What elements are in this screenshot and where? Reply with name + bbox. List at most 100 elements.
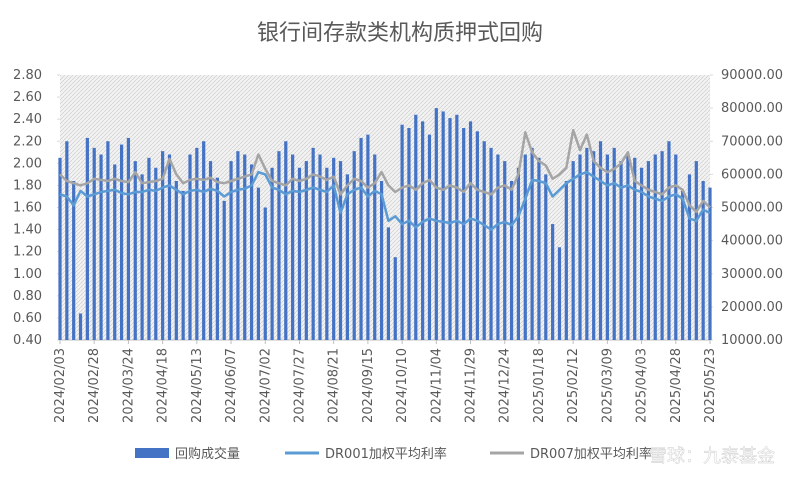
bar: [633, 157, 637, 340]
bar: [304, 161, 308, 340]
bar: [263, 207, 267, 340]
bar: [407, 128, 411, 340]
bar: [379, 181, 384, 340]
bar: [277, 151, 281, 340]
bar: [154, 167, 158, 340]
bar: [161, 151, 165, 340]
x-tick-label: 2024/04/18: [156, 348, 171, 423]
bar: [119, 144, 124, 340]
y-tick-label: 1.60: [13, 201, 42, 216]
y2-tick-label: 20000.00: [721, 300, 783, 315]
bar: [681, 190, 685, 340]
x-tick-label: 2025/01/18: [532, 348, 547, 423]
bar: [174, 181, 178, 340]
bar: [256, 187, 261, 340]
y-tick-label: 2.20: [13, 134, 42, 149]
bar: [455, 114, 459, 340]
x-tick-label: 2024/06/07: [224, 348, 239, 423]
bar: [297, 167, 302, 340]
bar: [571, 161, 575, 340]
bar: [72, 181, 76, 340]
bar: [195, 147, 199, 340]
x-tick-label: 2024/11/04: [429, 348, 444, 423]
x-tick-label: 2024/12/24: [498, 348, 513, 423]
bar: [537, 157, 541, 340]
bar: [99, 154, 103, 340]
bar: [126, 137, 131, 340]
x-tick-label: 2025/05/23: [703, 348, 718, 423]
bar: [386, 227, 391, 340]
bar: [646, 161, 651, 340]
y2-tick-label: 40000.00: [721, 234, 783, 249]
y2-tick-label: 60000.00: [721, 167, 783, 182]
bar: [619, 161, 623, 340]
bar: [694, 161, 698, 340]
bar: [421, 121, 425, 340]
bar: [291, 154, 295, 340]
bar: [208, 161, 213, 340]
bar: [338, 161, 343, 340]
bar: [373, 154, 377, 340]
bar: [311, 147, 315, 340]
bar: [147, 157, 151, 340]
bar: [496, 154, 500, 340]
bar: [236, 151, 240, 340]
bar: [448, 118, 452, 340]
line: [59, 128, 711, 214]
y2-tick-label: 10000.00: [721, 333, 783, 348]
bar: [85, 137, 89, 340]
y2-tick-label: 30000.00: [721, 267, 783, 282]
bar: [612, 147, 616, 340]
bar: [181, 190, 185, 340]
bar: [441, 111, 445, 340]
y-tick-label: 2.80: [13, 68, 42, 83]
y2-tick-label: 50000.00: [721, 201, 783, 216]
bar: [345, 174, 349, 340]
bar: [475, 131, 479, 340]
bar: [427, 134, 432, 340]
bar: [78, 313, 83, 340]
bar: [509, 181, 514, 340]
bar: [482, 141, 486, 340]
bar: [489, 147, 493, 340]
x-tick-label: 2025/03/09: [600, 348, 615, 423]
bar: [249, 164, 254, 340]
x-tick-label: 2025/04/28: [669, 348, 684, 423]
bar: [708, 187, 712, 340]
bar: [65, 141, 69, 340]
x-tick-label: 2024/08/21: [327, 348, 342, 423]
y2-tick-label: 70000.00: [721, 134, 783, 149]
bar: [167, 154, 172, 340]
bar: [544, 174, 548, 340]
bar: [270, 167, 274, 340]
bar: [202, 141, 206, 340]
bar: [503, 161, 507, 340]
y-tick-label: 1.20: [13, 245, 42, 260]
bar: [434, 108, 438, 340]
x-tick-label: 2024/03/24: [121, 348, 136, 423]
x-tick-label: 2024/07/27: [292, 348, 307, 423]
bar: [557, 247, 562, 340]
y-tick-label: 2.40: [13, 112, 42, 127]
y-tick-label: 1.00: [13, 267, 42, 282]
y-tick-label: 2.60: [13, 90, 42, 105]
x-tick-label: 2024/10/10: [395, 348, 410, 423]
y2-tick-label: 90000.00: [721, 68, 783, 83]
x-tick-label: 2025/02/12: [566, 348, 581, 423]
legend-label: DR007加权平均利率: [530, 446, 652, 462]
bar: [393, 257, 397, 340]
line: [59, 170, 711, 231]
bar: [564, 181, 568, 340]
bar: [400, 124, 404, 340]
bar: [352, 151, 356, 340]
x-tick-label: 2024/02/03: [53, 348, 68, 423]
y2-tick-label: 80000.00: [721, 101, 783, 116]
bar: [598, 141, 603, 340]
x-tick-label: 2024/05/13: [190, 348, 205, 423]
bar: [229, 161, 233, 340]
bar: [318, 154, 322, 340]
bar: [653, 154, 657, 340]
bar: [222, 200, 226, 340]
bar: [551, 224, 555, 340]
